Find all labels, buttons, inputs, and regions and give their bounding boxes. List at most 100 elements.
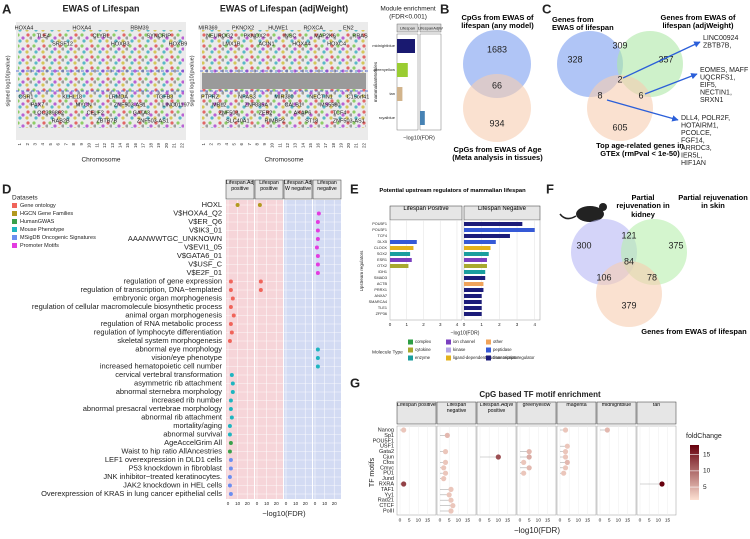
gene-label: SLC40A1 xyxy=(226,118,250,124)
gene-label: MBL2 xyxy=(212,102,226,108)
facet-label-box: magenta xyxy=(566,403,587,408)
facet-panel xyxy=(419,33,442,131)
x-tick-label: 5 xyxy=(528,517,531,523)
dot xyxy=(450,503,456,509)
set-label-box: Partial rejuvenation in skin xyxy=(678,194,748,210)
x-tick-label: 15 xyxy=(545,517,551,523)
x-tick-label: 10 xyxy=(416,517,422,523)
y-tick-label: POU3F1 xyxy=(372,228,387,232)
panel-label: A xyxy=(2,1,12,16)
facet-label: Lifespan.AdjW positive xyxy=(226,180,254,192)
legend-label: MSigDB Oncogenic Signatures xyxy=(20,235,96,241)
x-tick-label: 4 xyxy=(224,143,229,146)
dot xyxy=(562,465,569,471)
dot xyxy=(316,211,321,216)
x-tick-label: 14 xyxy=(118,143,123,149)
y-tick-label: SOX2 xyxy=(377,252,387,256)
x-tick-label: 15 xyxy=(625,517,631,523)
term-label: V$GATA6_01 xyxy=(177,251,222,260)
bar xyxy=(397,63,408,77)
gene-label: AKAP6 xyxy=(294,110,312,116)
panel-label: F xyxy=(546,181,554,196)
gene-label: OSR1 xyxy=(19,94,34,100)
y-tick-label: PRRX1 xyxy=(374,288,387,292)
arrow xyxy=(622,41,701,79)
y-tick-label: greenyellow xyxy=(374,67,395,72)
bar xyxy=(464,246,491,250)
x-tick-label: 10 xyxy=(496,517,502,523)
x-tick-label: 10 xyxy=(264,501,270,506)
facet-label: magenta xyxy=(566,403,587,408)
legend-tick-label: 15 xyxy=(703,451,711,458)
venn-count: 106 xyxy=(596,272,611,282)
gene-label: ZBTB7B xyxy=(96,118,117,124)
term-label: AAANWWTGC_UNKNOWN xyxy=(128,234,222,243)
dot xyxy=(521,459,527,465)
facet-label-box: Lifespan positive xyxy=(259,180,279,192)
x-tick-label: 11 xyxy=(94,143,99,148)
y-tick-label: PolII xyxy=(383,508,394,514)
term-label: Waist to hip ratio AllAncestries xyxy=(121,446,222,455)
x-tick-label: 0 xyxy=(519,517,522,523)
term-label: V$HOXA4_Q2 xyxy=(173,208,222,217)
bar xyxy=(390,258,412,262)
dot xyxy=(315,271,320,275)
y-axis-label: signed log10(pvalue) xyxy=(5,55,11,106)
x-tick-label: 0 xyxy=(314,501,317,506)
gene-label: NEUROG2 xyxy=(206,33,233,39)
gene-label: LINC01197 xyxy=(162,102,189,108)
x-tick-label: 0 xyxy=(599,517,602,523)
term-label: abnormal presacral vertebrae morphology xyxy=(83,404,222,413)
venn-count: 78 xyxy=(647,272,657,282)
legend-swatch xyxy=(12,243,17,248)
gene-label: ZNF503-AS1 xyxy=(114,102,146,108)
dot xyxy=(231,313,236,318)
dot xyxy=(315,347,320,352)
x-tick-label: 3 xyxy=(439,322,442,327)
venn-count: 357 xyxy=(658,54,673,64)
dot xyxy=(401,481,407,487)
dot xyxy=(228,407,233,411)
x-tick-label: 4 xyxy=(533,322,536,327)
x-tick-label: 20 xyxy=(274,501,280,506)
gene-label: ROXCA xyxy=(303,25,323,31)
gene-label: HOXB9 xyxy=(169,41,188,47)
term-label: abnormal rib attachment xyxy=(141,412,223,421)
term-label: V$ER_Q6 xyxy=(188,217,222,226)
y-tick-label: Cfos xyxy=(383,460,395,466)
y-tick-label: OTX2 xyxy=(377,264,387,268)
facet-label-box: tan xyxy=(653,403,660,408)
gene-label: FGF14, xyxy=(681,137,705,144)
facet-label: Lifespan positive xyxy=(259,180,279,192)
dot xyxy=(448,497,454,503)
x-tick-label: 15 xyxy=(465,517,471,523)
dot xyxy=(562,449,569,455)
x-tick-label: 4 xyxy=(456,322,459,327)
x-tick-label: 10 xyxy=(456,517,462,523)
gene-label: C15orf41 xyxy=(347,94,370,100)
bar xyxy=(464,306,482,310)
dot xyxy=(561,470,567,476)
facet-label: Lifespan positive xyxy=(397,403,436,408)
set-label-box: Top age-related genes in GTEx (rmPval < … xyxy=(596,142,684,158)
venn-set xyxy=(463,74,531,142)
legend-swatch xyxy=(408,347,413,353)
dot xyxy=(315,356,320,360)
gene-label: RAB2B xyxy=(52,118,70,124)
legend-swatch xyxy=(408,339,413,345)
legend-swatch xyxy=(486,347,491,353)
x-tick-label: 10 xyxy=(322,501,328,506)
set-label-box: Genes from EWAS of lifespan xyxy=(641,328,747,336)
dot xyxy=(230,296,235,301)
legend-swatch xyxy=(12,203,17,208)
legend-label: enzyme xyxy=(415,355,431,360)
gene-label: PTPRZ xyxy=(201,94,220,100)
dot xyxy=(228,398,233,403)
term-label: AgeAccelGrim All xyxy=(164,438,222,447)
dot xyxy=(258,279,263,284)
set-label: Genes from EWAS of lifespan xyxy=(641,328,747,336)
dot xyxy=(441,476,447,482)
dot xyxy=(314,245,319,250)
x-tick-label: 10 xyxy=(235,501,241,506)
term-label: V$USF_C xyxy=(188,259,222,268)
